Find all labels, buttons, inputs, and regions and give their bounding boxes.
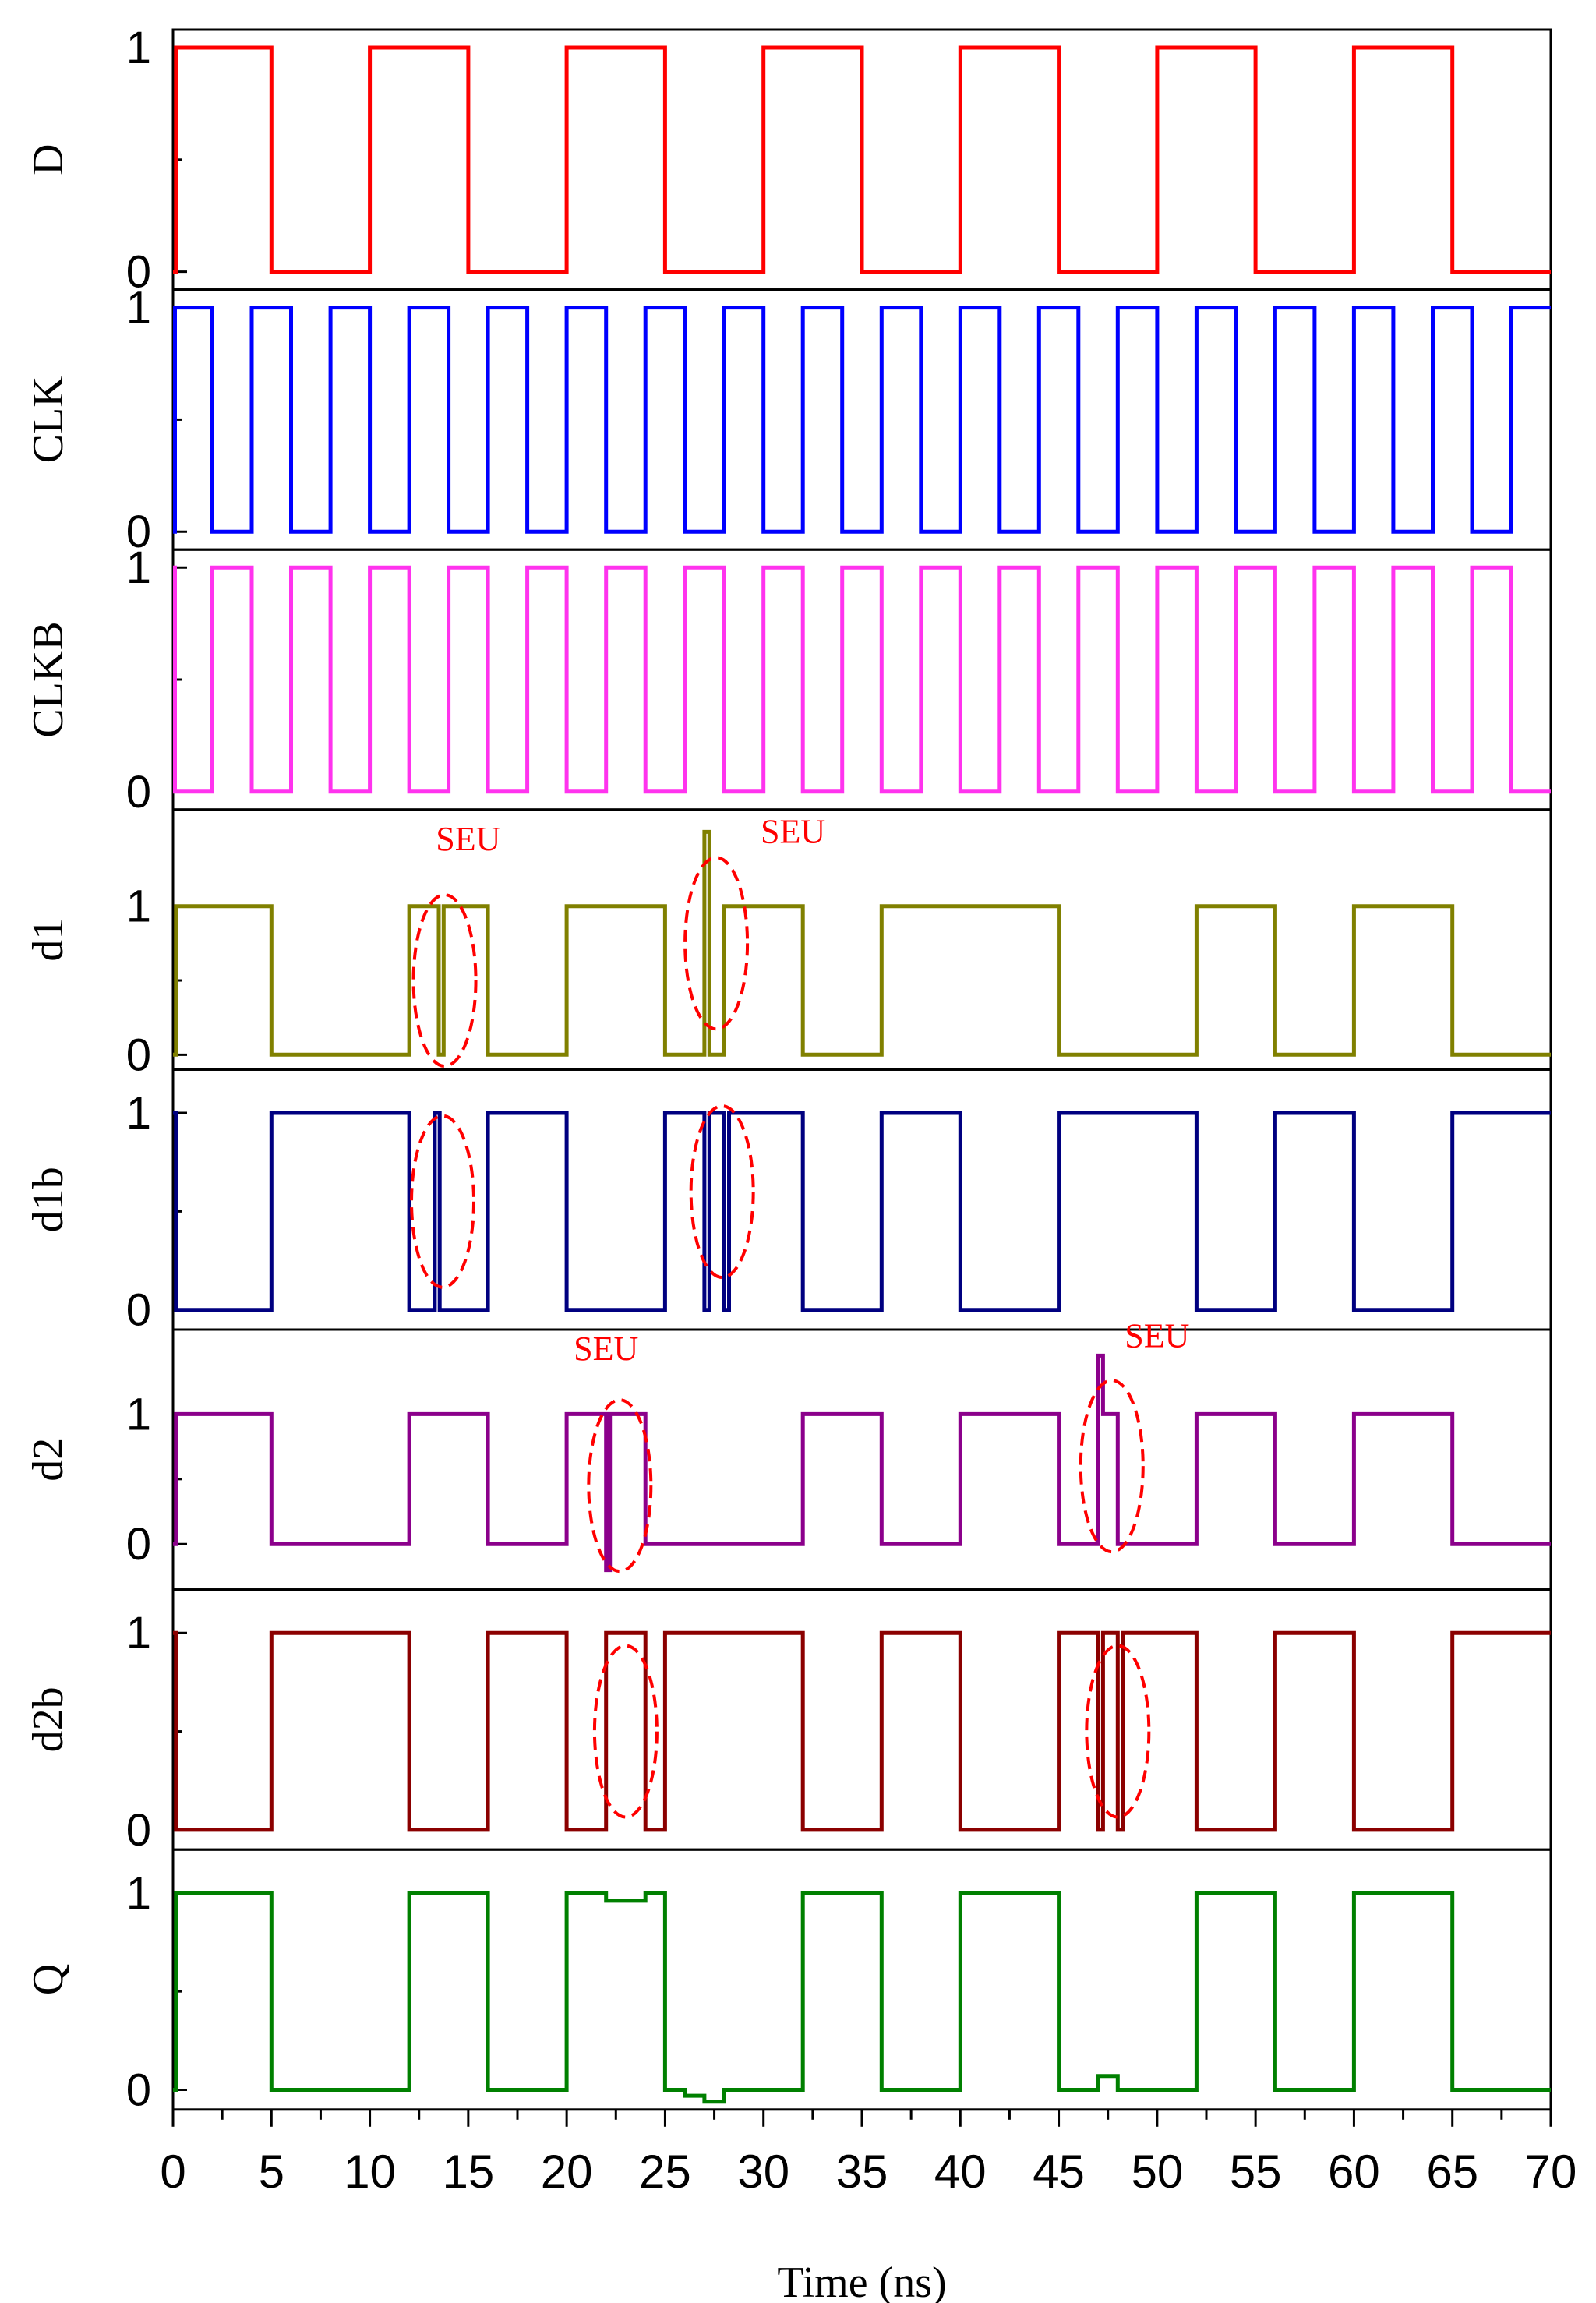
y-tick-label-d1b: 1: [126, 1088, 151, 1139]
panel-frame-d1: [171, 808, 1552, 1071]
y-tick-label-q: 0: [126, 2065, 151, 2116]
y-tick-label-d1b: 0: [126, 1285, 151, 1336]
y-axis-title-d2b: d2b: [24, 1687, 72, 1752]
x-tick-label: 15: [442, 2146, 494, 2198]
y-axis-title-d1: d1: [24, 918, 72, 962]
x-tick-label: 25: [639, 2146, 691, 2198]
seu-ellipse: [1079, 1379, 1145, 1554]
y-tick-label-d1: 0: [126, 1030, 151, 1080]
y-tick-label-clk: 1: [126, 283, 151, 334]
seu-ellipse: [1085, 1644, 1151, 1819]
seu-label: SEU: [1125, 1316, 1189, 1355]
y-axis-title-d1b: d1b: [24, 1167, 72, 1232]
x-tick-label: 55: [1230, 2146, 1282, 2198]
y-tick-label-d2: 1: [126, 1389, 151, 1439]
x-tick-label: 30: [737, 2146, 789, 2198]
x-tick-label: 40: [934, 2146, 987, 2198]
seu-ellipse: [411, 893, 478, 1068]
seu-label: SEU: [436, 820, 500, 858]
x-tick-label: 35: [836, 2146, 888, 2198]
panel-q: 0 1 Q: [24, 1848, 1552, 2116]
x-tick-label: 50: [1131, 2146, 1183, 2198]
x-tick-label: 5: [259, 2146, 284, 2198]
series-line-clk: [173, 306, 1551, 534]
series-line-d1: [173, 829, 1551, 1057]
panel-d2b: 0 1 d2b: [24, 1588, 1552, 1856]
x-tick-label: 65: [1426, 2146, 1478, 2198]
y-tick-label-clkb: 0: [126, 767, 151, 818]
seu-ellipse: [683, 856, 750, 1031]
y-axis-title-d2: d2: [24, 1438, 72, 1482]
series-line-d2b: [173, 1630, 1551, 1832]
y-tick-label-d2b: 1: [126, 1608, 151, 1658]
x-tick-label: 10: [344, 2146, 396, 2198]
panel-d: 0 1 D: [24, 23, 1552, 298]
panel-clk: 0 1 CLK: [24, 283, 1552, 557]
seu-label: SEU: [574, 1330, 638, 1368]
y-tick-label-d: 0: [126, 247, 151, 298]
seu-ellipse: [410, 1114, 476, 1289]
y-tick-label-d1: 1: [126, 881, 151, 932]
x-tick-label: 0: [160, 2146, 185, 2198]
x-tick-label: 60: [1328, 2146, 1380, 2198]
y-axis-title-clk: CLK: [24, 376, 72, 463]
seu-label: SEU: [761, 812, 825, 850]
x-tick-label: 45: [1033, 2146, 1085, 2198]
x-tick-label: 20: [541, 2146, 593, 2198]
panel-frame-clk: [171, 288, 1552, 551]
panel-frame-clkb: [171, 548, 1552, 811]
seu-ellipse: [592, 1644, 659, 1819]
seu-ellipse: [689, 1104, 755, 1280]
panel-d1b: 0 1 d1b: [24, 1068, 1552, 1336]
series-line-q: [173, 1891, 1551, 2104]
panel-frame-d2b: [171, 1588, 1552, 1851]
panel-frame-d2: [171, 1328, 1552, 1591]
y-axis-title-d: D: [24, 144, 72, 175]
x-axis-title: Time (ns): [777, 2259, 946, 2303]
series-line-d1b: [173, 1111, 1551, 1312]
y-tick-label-clkb: 1: [126, 542, 151, 593]
panel-clkb: 0 1 CLKB: [24, 542, 1552, 818]
panel-d2: 0 1 d2: [24, 1328, 1552, 1591]
y-tick-label-clk: 0: [126, 507, 151, 557]
y-axis-title-q: Q: [24, 1964, 72, 1995]
seu-ellipse: [587, 1398, 653, 1574]
series-line-d: [173, 45, 1551, 274]
series-line-d2: [173, 1353, 1551, 1573]
y-axis-title-clkb: CLKB: [24, 621, 72, 737]
y-tick-label-d: 1: [126, 23, 151, 73]
series-line-clkb: [173, 565, 1551, 794]
y-tick-label-d2: 0: [126, 1519, 151, 1570]
panel-frame-q: [171, 1848, 1552, 2111]
x-tick-label: 70: [1525, 2146, 1577, 2198]
y-tick-label-q: 1: [126, 1868, 151, 1919]
y-tick-label-d2b: 0: [126, 1805, 151, 1856]
panel-frame-d1b: [171, 1068, 1552, 1331]
